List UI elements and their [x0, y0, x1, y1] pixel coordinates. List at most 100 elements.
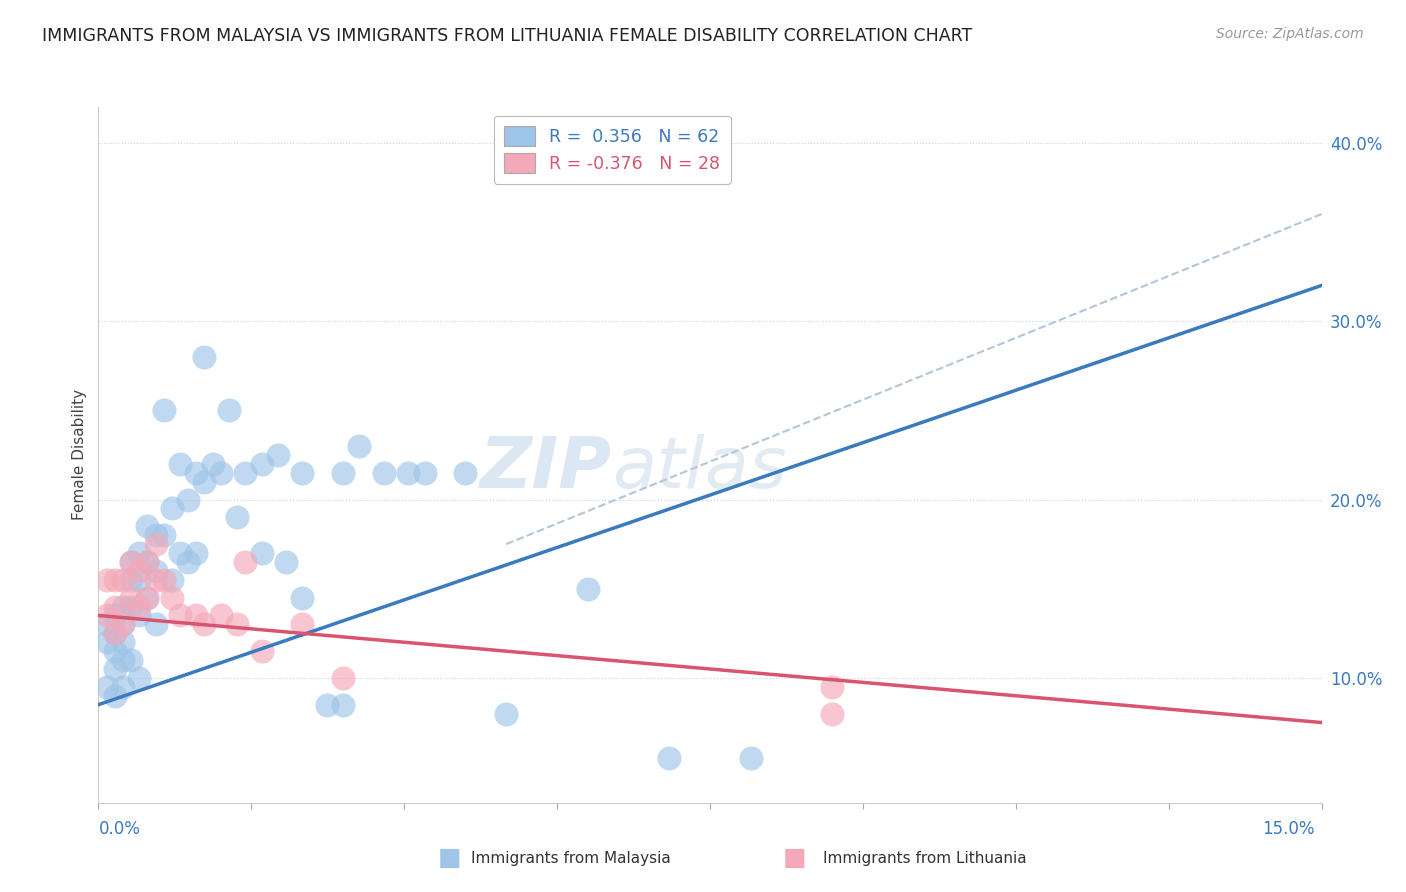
Legend: R =  0.356   N = 62, R = -0.376   N = 28: R = 0.356 N = 62, R = -0.376 N = 28: [494, 116, 731, 184]
Point: [821, 706, 844, 721]
Point: [104, 644, 127, 658]
Point: [226, 617, 249, 632]
Point: [193, 617, 215, 632]
Point: [128, 564, 150, 578]
Point: [128, 573, 150, 587]
Point: [413, 466, 436, 480]
Point: [315, 698, 337, 712]
Text: 0.0%: 0.0%: [98, 820, 141, 838]
Point: [160, 501, 183, 516]
Point: [495, 706, 517, 721]
Point: [233, 466, 256, 480]
Point: [111, 617, 134, 632]
Point: [120, 555, 142, 569]
Point: [120, 653, 142, 667]
Point: [128, 599, 150, 614]
Point: [111, 599, 134, 614]
Point: [111, 653, 134, 667]
Point: [454, 466, 477, 480]
Point: [160, 591, 183, 605]
Text: ■: ■: [783, 847, 806, 870]
Point: [186, 608, 208, 623]
Point: [740, 751, 762, 765]
Text: Source: ZipAtlas.com: Source: ZipAtlas.com: [1216, 27, 1364, 41]
Point: [267, 448, 290, 462]
Point: [169, 608, 191, 623]
Point: [104, 608, 127, 623]
Point: [160, 573, 183, 587]
Point: [152, 403, 174, 417]
Point: [373, 466, 395, 480]
Point: [136, 555, 159, 569]
Point: [111, 635, 134, 649]
Point: [349, 439, 371, 453]
Point: [332, 671, 354, 685]
Point: [145, 564, 167, 578]
Point: [96, 617, 118, 632]
Point: [250, 546, 273, 560]
Point: [169, 546, 191, 560]
Point: [120, 599, 142, 614]
Point: [177, 555, 200, 569]
Text: Immigrants from Malaysia: Immigrants from Malaysia: [471, 852, 671, 866]
Text: ZIP: ZIP: [479, 434, 612, 503]
Point: [145, 528, 167, 542]
Point: [250, 644, 273, 658]
Point: [128, 671, 150, 685]
Point: [120, 573, 142, 587]
Point: [396, 466, 419, 480]
Point: [104, 662, 127, 676]
Point: [821, 680, 844, 694]
Y-axis label: Female Disability: Female Disability: [72, 389, 87, 521]
Point: [104, 689, 127, 703]
Point: [120, 591, 142, 605]
Point: [332, 698, 354, 712]
Point: [209, 466, 232, 480]
Point: [96, 680, 118, 694]
Point: [250, 457, 273, 471]
Point: [111, 617, 134, 632]
Point: [291, 591, 314, 605]
Point: [128, 546, 150, 560]
Point: [104, 626, 127, 640]
Point: [226, 510, 249, 524]
Point: [576, 582, 599, 596]
Point: [332, 466, 354, 480]
Point: [201, 457, 224, 471]
Point: [111, 680, 134, 694]
Point: [136, 591, 159, 605]
Point: [120, 555, 142, 569]
Text: atlas: atlas: [612, 434, 787, 503]
Point: [96, 573, 118, 587]
Point: [136, 591, 159, 605]
Text: Immigrants from Lithuania: Immigrants from Lithuania: [823, 852, 1026, 866]
Point: [145, 617, 167, 632]
Point: [218, 403, 240, 417]
Point: [291, 617, 314, 632]
Point: [136, 519, 159, 533]
Point: [209, 608, 232, 623]
Point: [233, 555, 256, 569]
Point: [186, 546, 208, 560]
Point: [128, 608, 150, 623]
Text: 15.0%: 15.0%: [1263, 820, 1315, 838]
Point: [145, 573, 167, 587]
Text: IMMIGRANTS FROM MALAYSIA VS IMMIGRANTS FROM LITHUANIA FEMALE DISABILITY CORRELAT: IMMIGRANTS FROM MALAYSIA VS IMMIGRANTS F…: [42, 27, 973, 45]
Point: [186, 466, 208, 480]
Point: [169, 457, 191, 471]
Point: [177, 492, 200, 507]
Text: ■: ■: [439, 847, 461, 870]
Point: [152, 573, 174, 587]
Point: [104, 626, 127, 640]
Point: [291, 466, 314, 480]
Point: [145, 537, 167, 551]
Point: [96, 608, 118, 623]
Point: [104, 573, 127, 587]
Point: [104, 599, 127, 614]
Point: [152, 528, 174, 542]
Point: [193, 475, 215, 489]
Point: [193, 350, 215, 364]
Point: [658, 751, 681, 765]
Point: [136, 555, 159, 569]
Point: [274, 555, 297, 569]
